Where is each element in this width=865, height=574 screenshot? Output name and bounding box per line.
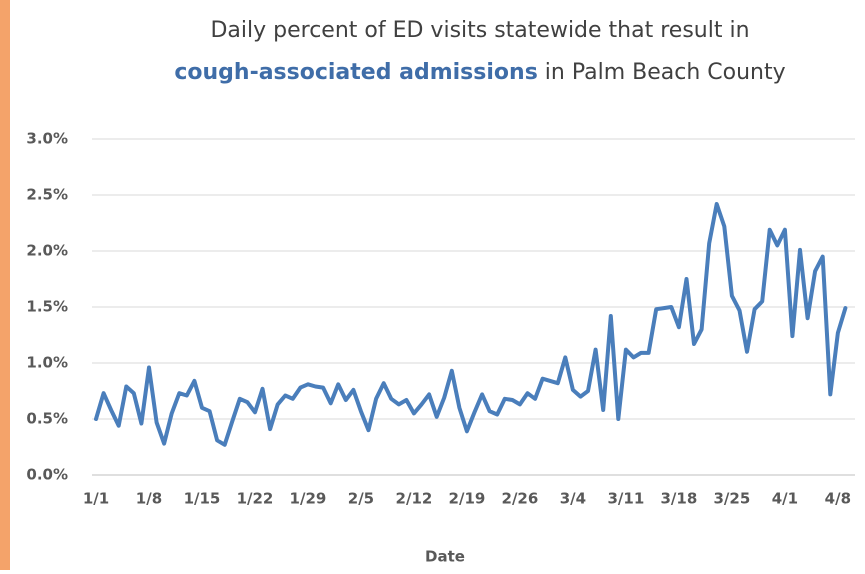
title-bold: cough-associated admissions — [174, 60, 537, 85]
x-tick-label: 2/12 — [396, 490, 433, 508]
x-tick-label: 1/29 — [290, 490, 327, 508]
x-tick-label: 2/26 — [502, 490, 539, 508]
title-rest: in Palm Beach County — [545, 60, 786, 85]
x-tick-label: 4/8 — [825, 490, 851, 508]
x-tick-label: 1/15 — [184, 490, 221, 508]
x-tick-label: 3/25 — [713, 490, 750, 508]
y-tick-label: 0.5% — [26, 410, 68, 428]
x-tick-label: 2/5 — [348, 490, 374, 508]
x-tick-label: 1/8 — [136, 490, 162, 508]
y-tick-label: 1.0% — [26, 354, 68, 372]
y-tick-label: 2.0% — [26, 242, 68, 260]
chart-title-2: cough-associated admissions in Palm Beac… — [174, 60, 785, 85]
y-tick-label: 0.0% — [26, 466, 68, 484]
side-strip — [0, 0, 10, 570]
x-axis-label: Date — [425, 548, 465, 566]
data-line — [94, 202, 848, 447]
x-tick-label: 3/11 — [608, 490, 645, 508]
chart-title: Daily percent of ED visits statewide tha… — [210, 18, 749, 43]
x-tick-label: 1/22 — [237, 490, 274, 508]
y-tick-label: 2.5% — [26, 186, 68, 204]
y-tick-label: 3.0% — [26, 130, 68, 148]
x-tick-label: 3/4 — [560, 490, 586, 508]
x-tick-label: 4/1 — [772, 490, 798, 508]
y-tick-label: 1.5% — [26, 298, 68, 316]
x-tick-label: 2/19 — [449, 490, 486, 508]
x-tick-label: 3/18 — [660, 490, 697, 508]
x-tick-label: 1/1 — [83, 490, 109, 508]
